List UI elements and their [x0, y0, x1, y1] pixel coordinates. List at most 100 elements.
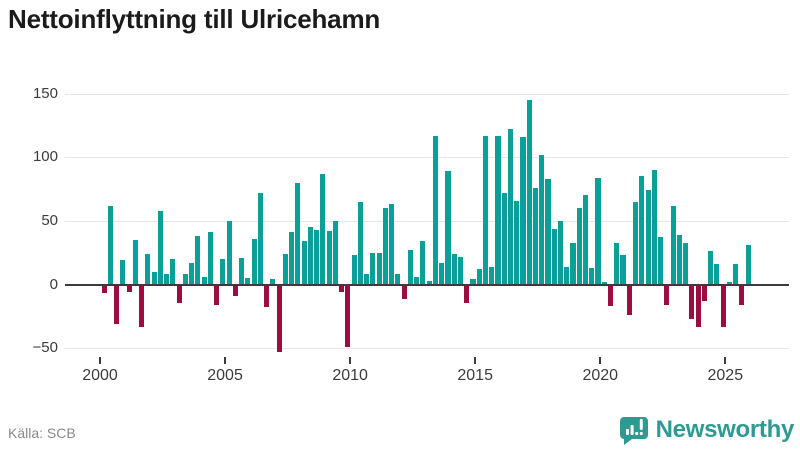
- bar-2013Q1: [426, 280, 432, 285]
- bar-2014Q2: [457, 256, 463, 285]
- bar-2001Q2: [132, 239, 138, 285]
- x-tick-2000: [99, 357, 101, 364]
- bar-2020Q2: [607, 285, 614, 306]
- bar-2016Q3: [514, 200, 520, 285]
- bar-2015Q1: [476, 269, 482, 285]
- y-axis-label-0: 0: [49, 275, 58, 293]
- bar-2011Q2: [382, 208, 388, 285]
- y-axis-label-50: 50: [41, 211, 58, 229]
- bar-2012Q4: [420, 241, 426, 285]
- bar-2013Q4: [445, 171, 451, 285]
- y-axis-label-150: 150: [32, 84, 58, 102]
- bar-2019Q4: [595, 177, 601, 285]
- x-tick-2025: [724, 357, 727, 364]
- bar-2003Q3: [189, 262, 195, 285]
- bar-2023Q4: [695, 285, 701, 328]
- bar-2010Q3: [364, 274, 370, 285]
- bar-2022Q3: [664, 285, 670, 305]
- x-axis-label-2020: 2020: [582, 367, 619, 384]
- bar-2006Q4: [270, 279, 276, 285]
- x-tick-2005: [224, 357, 227, 364]
- bar-2005Q1: [226, 220, 232, 285]
- bar-2010Q2: [357, 201, 363, 285]
- bar-2016Q2: [507, 129, 514, 285]
- bar-2004Q2: [207, 232, 213, 285]
- bar-2003Q1: [176, 285, 182, 304]
- bar-2017Q3: [539, 154, 545, 285]
- bar-2000Q1: [101, 285, 107, 294]
- bar-2000Q2: [107, 205, 113, 285]
- bar-2006Q3: [264, 285, 270, 308]
- bar-2010Q4: [370, 252, 376, 285]
- bar-2009Q3: [339, 285, 345, 292]
- bar-2020Q1: [601, 281, 607, 285]
- y-axis-label--50: −50: [32, 339, 58, 357]
- bar-2021Q2: [633, 201, 639, 285]
- bar-2007Q2: [282, 253, 288, 285]
- bar-2012Q1: [401, 285, 407, 300]
- bar-2018Q4: [570, 242, 576, 285]
- bar-2023Q2: [683, 242, 689, 285]
- bar-2016Q1: [501, 192, 507, 285]
- bar-2006Q1: [251, 238, 257, 285]
- bar-2016Q4: [520, 136, 526, 285]
- bar-2007Q3: [289, 232, 295, 285]
- bar-2004Q4: [220, 259, 226, 285]
- bar-2025Q4: [745, 245, 751, 285]
- bar-2024Q3: [714, 264, 720, 285]
- bar-2004Q3: [214, 285, 220, 305]
- bar-2003Q4: [195, 236, 201, 285]
- bar-2019Q2: [582, 195, 589, 285]
- bar-2021Q1: [626, 285, 632, 315]
- x-axis-label-2005: 2005: [207, 367, 243, 384]
- bar-2015Q2: [482, 135, 489, 285]
- bar-2022Q2: [658, 237, 664, 285]
- bar-2000Q3: [114, 285, 120, 324]
- bar-2021Q3: [639, 176, 645, 285]
- bar-2008Q3: [314, 229, 320, 285]
- bar-2012Q2: [407, 250, 413, 285]
- source-label: Källa: SCB: [8, 425, 76, 441]
- bar-2018Q1: [551, 228, 557, 285]
- bar-2018Q2: [557, 220, 564, 285]
- bar-2002Q2: [157, 210, 163, 285]
- bar-2019Q1: [576, 208, 582, 285]
- gridline-100: [65, 157, 789, 159]
- bar-2007Q4: [295, 182, 301, 285]
- bar-2009Q4: [345, 285, 351, 347]
- mini-bar-chart-glyph: [625, 419, 643, 435]
- bar-2001Q1: [126, 285, 132, 292]
- bar-2015Q3: [489, 266, 495, 285]
- gridline--50: [65, 348, 789, 350]
- newsworthy-icon: [619, 417, 648, 445]
- zero-axis-line: [65, 283, 789, 286]
- bar-2008Q4: [320, 173, 326, 285]
- y-axis-label-100: 100: [32, 148, 58, 166]
- bar-2002Q1: [151, 271, 157, 285]
- x-axis-label-2015: 2015: [457, 367, 493, 384]
- bar-2003Q2: [182, 274, 188, 285]
- bar-2020Q3: [614, 242, 620, 285]
- chart-title: Nettoinflyttning till Ulricehamn: [8, 4, 381, 34]
- bar-2000Q4: [120, 260, 126, 285]
- bar-2002Q4: [170, 259, 176, 285]
- bar-2017Q2: [532, 187, 539, 285]
- speech-bubble-shape: [619, 417, 648, 445]
- bar-2005Q4: [245, 278, 251, 285]
- bar-2024Q1: [701, 285, 707, 301]
- bar-2005Q3: [239, 257, 245, 285]
- bar-2014Q1: [451, 253, 457, 285]
- newsworthy-logo: Newsworthy: [619, 413, 794, 447]
- bar-2010Q1: [351, 255, 357, 285]
- bar-2020Q4: [620, 255, 626, 285]
- x-axis-label-2010: 2010: [332, 367, 368, 384]
- bar-2017Q1: [526, 100, 532, 285]
- bar-2017Q4: [545, 178, 551, 285]
- bar-2007Q1: [276, 285, 282, 352]
- gridline-150: [65, 93, 789, 95]
- bar-2012Q3: [414, 276, 420, 285]
- bar-2015Q4: [495, 135, 501, 285]
- bar-2005Q2: [232, 285, 238, 296]
